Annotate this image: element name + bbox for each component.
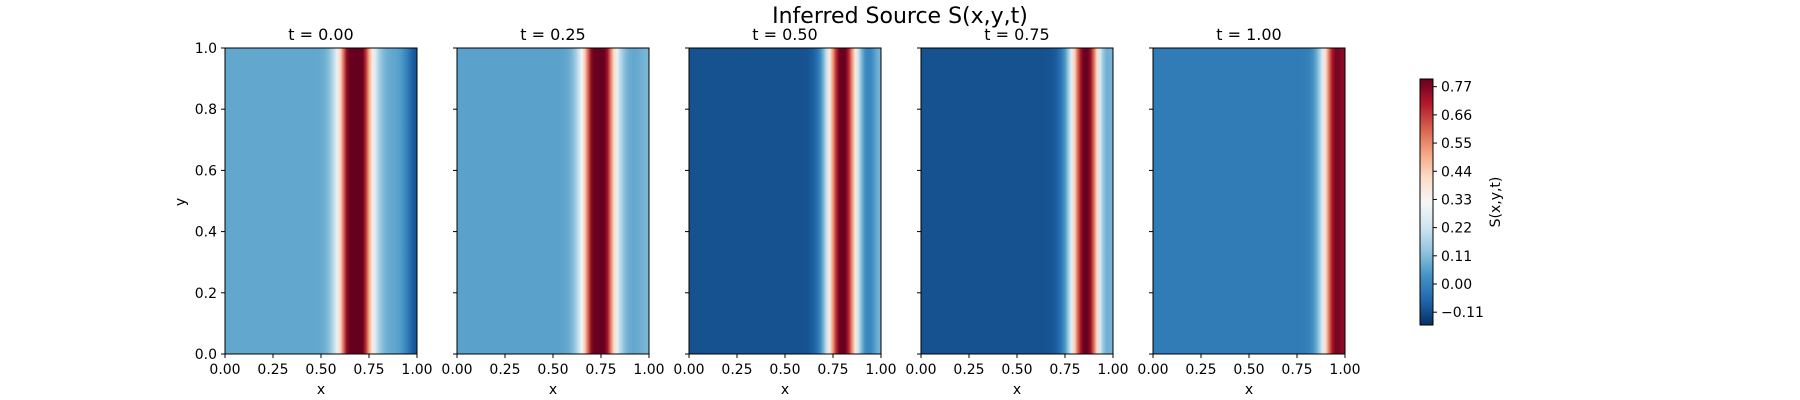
x-tick-label: 0.00	[673, 362, 704, 378]
heatmap-panel: t = 0.00 0.00 0.25 0.50 0.75 1.00 x 0.0 0.2 0.4 0.…	[195, 25, 433, 398]
x-tick-label: 0.50	[1001, 362, 1032, 378]
x-tick-label: 0.50	[305, 362, 336, 378]
x-axis-label: x	[1245, 382, 1253, 398]
colorbar-tick-label: 0.66	[1441, 108, 1472, 124]
panel-title: t = 0.50	[752, 25, 817, 44]
heatmap-panel: t = 1.00 0.00 0.25 0.50 0.75 1.00 x	[1137, 25, 1360, 398]
x-tick-label: 0.75	[1281, 362, 1312, 378]
x-tick-label: 0.25	[1185, 362, 1216, 378]
y-tick-label: 0.6	[195, 163, 217, 179]
heatmap-field	[457, 48, 649, 354]
x-tick-label: 1.00	[401, 362, 432, 378]
x-tick-label: 0.00	[209, 362, 240, 378]
colorbar-label: S(x,y,t)	[1488, 177, 1504, 228]
x-tick-label: 0.00	[1137, 362, 1168, 378]
x-tick-label: 0.50	[1233, 362, 1264, 378]
heatmap-panel: t = 0.50 0.00 0.25 0.50 0.75 1.00 x	[673, 25, 896, 398]
y-tick-label: 0.8	[195, 102, 217, 118]
x-axis-label: x	[549, 382, 557, 398]
colorbar-gradient	[1420, 79, 1433, 325]
x-tick-label: 0.75	[817, 362, 848, 378]
x-tick-label: 0.50	[769, 362, 800, 378]
colorbar-tick-label: 0.77	[1441, 80, 1472, 96]
x-tick-label: 1.00	[865, 362, 896, 378]
heatmap-field	[1153, 48, 1345, 354]
x-tick-label: 0.00	[441, 362, 472, 378]
y-axis-label: y	[173, 198, 189, 206]
colorbar-tick-label: 0.55	[1441, 136, 1472, 152]
colorbar-tick-label: 0.22	[1441, 221, 1472, 237]
y-tick-label: 0.2	[195, 286, 217, 302]
x-tick-label: 0.75	[353, 362, 384, 378]
panels-group: t = 0.00 0.00 0.25 0.50 0.75 1.00 x 0.0 0.2 0.4 0.…	[195, 25, 1361, 398]
panel-title: t = 0.25	[520, 25, 585, 44]
colorbar-frame	[1419, 78, 1434, 326]
heatmap-panel: t = 0.75 0.00 0.25 0.50 0.75 1.00 x	[905, 25, 1128, 398]
x-tick-label: 0.25	[257, 362, 288, 378]
x-tick-label: 1.00	[1329, 362, 1360, 378]
colorbar: −0.11 0.00 0.11 0.22 0.33 0.44 0.55 0.66 0.77 S(x…	[1419, 78, 1504, 326]
y-tick-label: 0.4	[195, 225, 217, 241]
heatmap-panel: t = 0.25 0.00 0.25 0.50 0.75 1.00 x	[441, 25, 664, 398]
colorbar-tick-label: 0.11	[1441, 249, 1472, 265]
x-axis-label: x	[781, 382, 789, 398]
panel-title: t = 0.75	[984, 25, 1049, 44]
x-axis-label: x	[317, 382, 325, 398]
panel-title: t = 1.00	[1216, 25, 1281, 44]
x-tick-label: 1.00	[633, 362, 664, 378]
panel-title: t = 0.00	[288, 25, 353, 44]
colorbar-tick-label: −0.11	[1441, 305, 1484, 321]
heatmap-field	[689, 48, 881, 354]
x-tick-label: 0.50	[537, 362, 568, 378]
x-tick-label: 1.00	[1097, 362, 1128, 378]
x-tick-label: 0.75	[585, 362, 616, 378]
x-axis-label: x	[1013, 382, 1021, 398]
chart-title: Inferred Source S(x,y,t)	[772, 4, 1028, 29]
x-tick-label: 0.75	[1049, 362, 1080, 378]
heatmap-field	[921, 48, 1113, 354]
x-tick-label: 0.25	[721, 362, 752, 378]
x-tick-label: 0.00	[905, 362, 936, 378]
x-tick-label: 0.25	[489, 362, 520, 378]
colorbar-tick-label: 0.00	[1441, 277, 1472, 293]
heatmap-field	[225, 48, 417, 354]
y-tick-label: 0.0	[195, 347, 217, 363]
colorbar-tick-label: 0.44	[1441, 164, 1472, 180]
x-tick-label: 0.25	[953, 362, 984, 378]
y-tick-label: 1.0	[195, 41, 217, 57]
colorbar-tick-label: 0.33	[1441, 192, 1472, 208]
